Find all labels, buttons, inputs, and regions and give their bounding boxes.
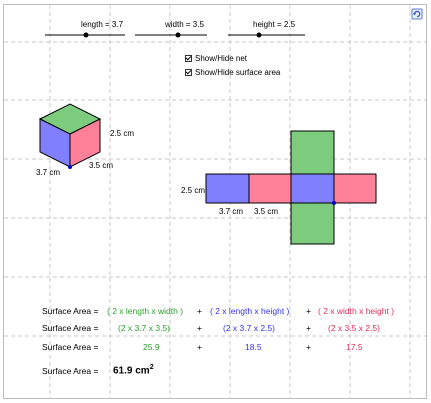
plus-sign: + — [197, 306, 202, 316]
net-face-2 — [248, 173, 292, 204]
length-slider-label: length = 3.7 — [81, 20, 124, 29]
height-slider[interactable] — [228, 32, 305, 38]
plus-sign: + — [197, 342, 202, 352]
show-net-label: Show/Hide net — [195, 54, 248, 63]
surface-area-label: Surface Area = — [42, 342, 99, 352]
plus-sign: + — [306, 342, 311, 352]
net-face-top — [290, 130, 335, 175]
show-surface-area-label: Show/Hide surface area — [195, 68, 281, 77]
surface-area-total: 61.9 cm2 — [113, 364, 154, 376]
cube-length-label: 3.7 cm — [36, 168, 61, 177]
plus-sign: + — [306, 306, 311, 316]
height-slider-label: height = 2.5 — [253, 20, 296, 29]
refresh-icon[interactable] — [411, 8, 423, 20]
result-width-height: 17.5 — [346, 342, 363, 352]
show-surface-area-checkbox[interactable]: Show/Hide surface area — [185, 68, 280, 77]
formula-width-height: ( 2 x width x height ) — [318, 306, 395, 316]
total-exponent: 2 — [149, 364, 154, 371]
show-net-checkbox[interactable]: Show/Hide net — [185, 54, 247, 63]
net-face-1 — [205, 173, 250, 204]
total-value: 61.9 cm — [113, 365, 150, 377]
plus-sign: + — [306, 323, 311, 333]
net-width-label: 3.5 cm — [254, 207, 279, 216]
checkbox-checked-icon[interactable] — [185, 69, 192, 76]
substituted-width-height: (2 x 3.5 x 2.5) — [328, 323, 380, 333]
cube-height-label: 2.5 cm — [110, 129, 135, 138]
prism-net — [205, 130, 377, 245]
net-face-4 — [333, 173, 377, 204]
surface-area-label: Surface Area = — [42, 323, 99, 333]
surface-area-label: Surface Area = — [42, 366, 99, 376]
width-slider[interactable] — [135, 32, 207, 38]
net-face-3 — [290, 173, 335, 204]
formula-length-height: ( 2 x length x height ) — [210, 306, 290, 316]
prism-right-face — [69, 118, 101, 168]
formula-length-width: ( 2 x length x width ) — [107, 306, 184, 316]
net-length-label: 3.7 cm — [219, 207, 244, 216]
substituted-length-height: (2 x 3.7 x 2.5) — [223, 323, 275, 333]
substituted-length-width: (2 x 3.7 x 3.5) — [118, 323, 170, 333]
rectangular-prism — [38, 103, 102, 169]
result-length-height: 18.5 — [245, 342, 262, 352]
cube-width-label: 3.5 cm — [89, 161, 114, 170]
surface-area-label: Surface Area = — [42, 306, 99, 316]
plus-sign: + — [197, 323, 202, 333]
result-length-width: 25.9 — [143, 342, 160, 352]
net-height-label: 2.5 cm — [181, 186, 206, 195]
net-face-bottom — [290, 202, 335, 245]
checkbox-checked-icon[interactable] — [185, 55, 192, 62]
length-slider[interactable] — [45, 32, 125, 38]
width-slider-label: width = 3.5 — [165, 20, 204, 29]
